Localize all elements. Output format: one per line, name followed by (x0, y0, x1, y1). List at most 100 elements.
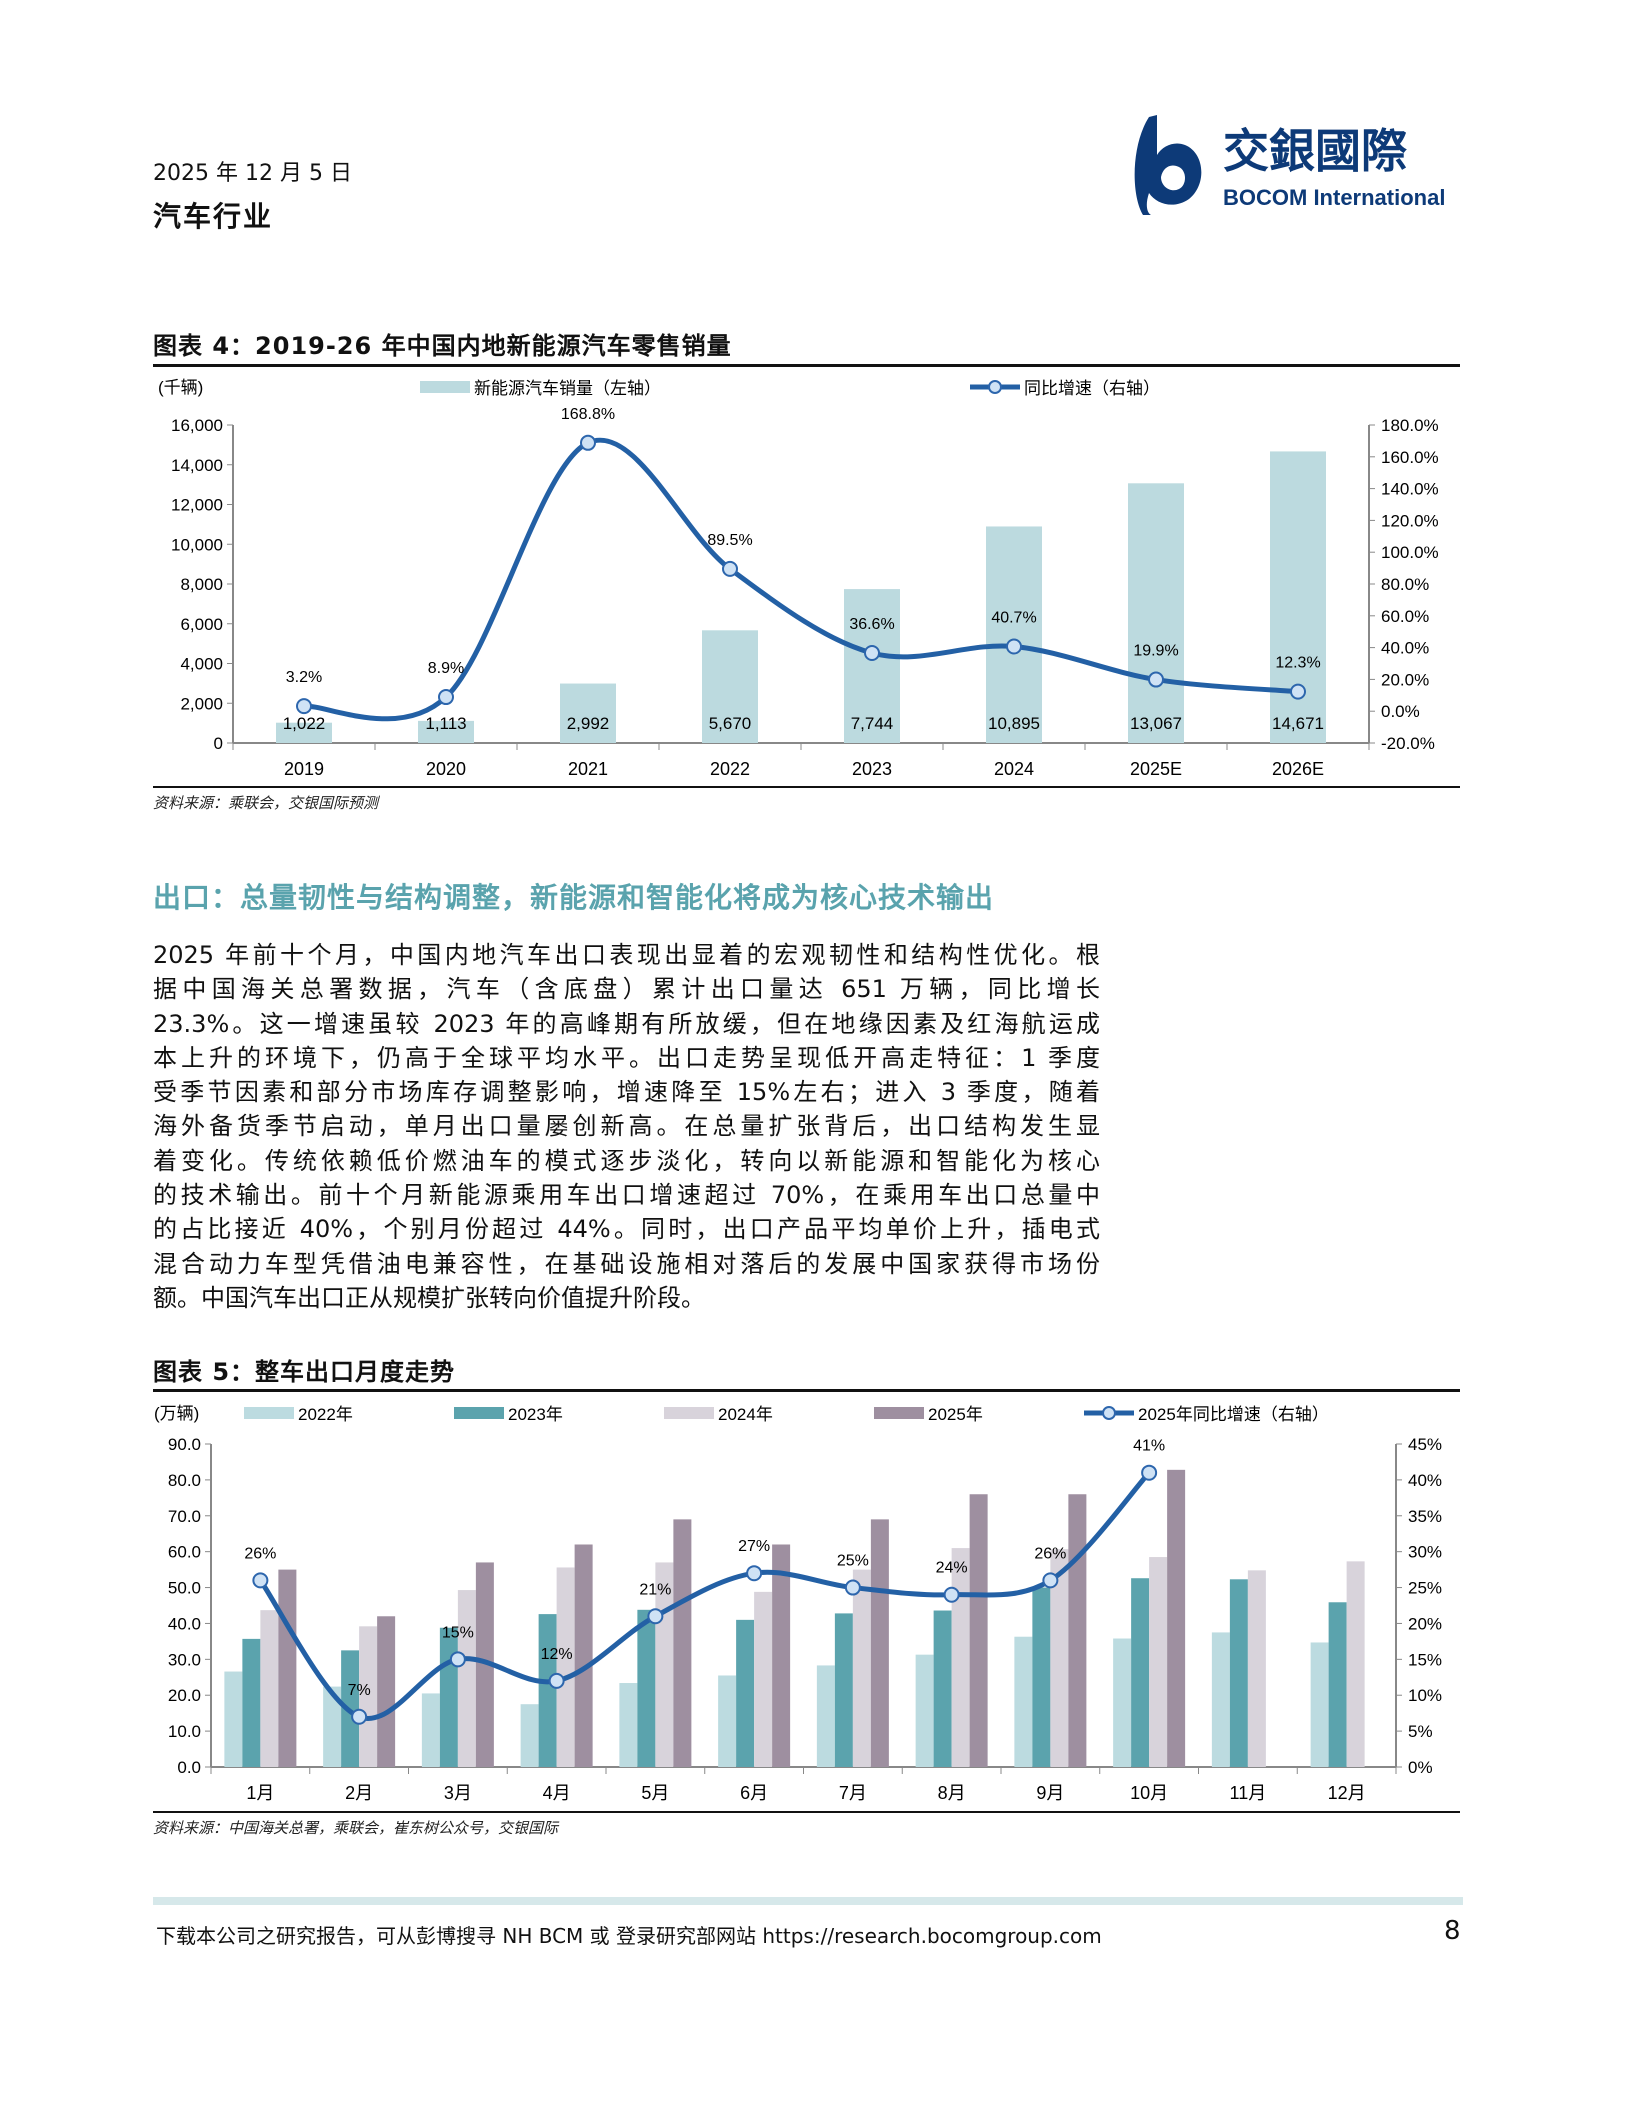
paragraph-line: 受季节因素和部分市场库存调整影响，增速降至 15%左右；进入 3 季度，随着 (153, 1078, 1100, 1107)
bar-2024年 (754, 1591, 773, 1767)
growth-line (258, 1471, 1151, 1721)
bar-2025年 (969, 1494, 988, 1767)
left-tick-label: 10.0 (168, 1722, 201, 1741)
bar-value-label: 10,895 (988, 714, 1040, 733)
growth-point (438, 689, 454, 706)
left-tick-label: 12,000 (171, 496, 223, 515)
paragraph-line: 的占比接近 40%，个别月份超过 44%。同时，出口产品平均单价上升，插电式 (153, 1215, 1100, 1244)
bar-2023年 (736, 1619, 755, 1767)
bar-2025年 (870, 1519, 889, 1767)
paragraph-line: 混合动力车型凭借油电兼容性，在基础设施相对落后的发展中国家获得市场份 (153, 1249, 1100, 1278)
growth-point (1141, 1464, 1158, 1481)
left-tick-label: 10,000 (171, 535, 223, 554)
legend-label: 2025年同比增速（右轴） (1138, 1405, 1329, 1424)
x-tick-label: 2023 (852, 759, 892, 779)
growth-point (351, 1708, 368, 1725)
growth-label: 40.7% (991, 609, 1036, 626)
x-tick-label: 2026E (1272, 759, 1324, 779)
report-date: 2025 年 12 月 5 日 (153, 161, 352, 186)
growth-label: 24% (936, 1560, 968, 1577)
x-tick-label: 2月 (345, 1783, 373, 1803)
unit-label: (万辆) (154, 1404, 199, 1423)
bar-value-label: 1,022 (283, 714, 326, 733)
bar-2025年 (1167, 1469, 1186, 1767)
paragraph-line: 本上升的环境下，仍高于全球平均水平。出口走势呈现低开高走特征：1 季度 (153, 1043, 1100, 1072)
x-tick-label: 1月 (246, 1783, 274, 1803)
bar-value-label: 1,113 (425, 714, 466, 733)
right-tick-label: 100.0% (1381, 543, 1439, 562)
x-tick-label: 2019 (284, 759, 324, 779)
logo-en: BOCOM International (1223, 185, 1445, 210)
bar-2025年 (673, 1519, 692, 1767)
growth-point (1006, 638, 1022, 655)
left-tick-label: 60.0 (168, 1543, 201, 1562)
legend-swatch (664, 1407, 714, 1419)
bar-2023年 (1328, 1602, 1347, 1767)
right-tick-label: 45% (1408, 1435, 1442, 1454)
growth-point (296, 698, 312, 715)
x-tick-label: 3月 (444, 1783, 472, 1803)
nev-sales-chart: 0 2,000 4,000 6,000 8,000 10,000 12,000 14,000 1… (158, 378, 1439, 779)
footer-band (153, 1897, 1463, 1905)
right-tick-label: 20% (1408, 1614, 1442, 1633)
x-tick-label: 12月 (1328, 1783, 1366, 1803)
left-tick-label: 16,000 (171, 416, 223, 435)
bar-2024年 (1149, 1557, 1168, 1767)
left-tick-label: 90.0 (168, 1435, 201, 1454)
bar-2025年 (475, 1562, 494, 1767)
growth-label: 19.9% (1133, 643, 1178, 660)
bar-2022年 (1014, 1636, 1033, 1767)
right-tick-label: 160.0% (1381, 448, 1439, 467)
legend-marker (1102, 1406, 1116, 1420)
bar-2024年 (457, 1590, 476, 1767)
bar-新能源汽车销量（左轴） (560, 683, 616, 743)
right-tick-label: 180.0% (1381, 416, 1439, 435)
bar-2024年 (1050, 1549, 1069, 1767)
x-tick-label: 2025E (1130, 759, 1182, 779)
monthly-export-chart: 0.0 10.0 20.0 30.0 40.0 50.0 60.0 70.0 80.0 90.0 0… (154, 1404, 1442, 1803)
logo-cn: 交銀國際 (1223, 125, 1407, 177)
bar-value-label: 5,670 (709, 714, 752, 733)
unit-label: (千辆) (158, 378, 203, 397)
growth-label: 26% (1034, 1545, 1066, 1562)
left-tick-label: 8,000 (180, 575, 223, 594)
right-tick-label: 15% (1408, 1650, 1442, 1669)
bar-2022年 (421, 1693, 440, 1767)
right-tick-label: 30% (1408, 1543, 1442, 1562)
growth-point (449, 1651, 466, 1668)
bar-新能源汽车销量（左轴） (702, 630, 758, 743)
left-tick-label: 80.0 (168, 1471, 201, 1490)
left-tick-label: 0.0 (177, 1758, 201, 1777)
bar-新能源汽车销量（左轴） (1128, 483, 1184, 743)
growth-label: 12.3% (1275, 655, 1320, 672)
left-tick-label: 14,000 (171, 456, 223, 475)
bar-2023年 (834, 1613, 853, 1767)
right-tick-label: 10% (1408, 1686, 1442, 1705)
paragraph-line: 海外备货季节启动，单月出口量屡创新高。在总量扩张背后，出口结构发生显 (153, 1112, 1100, 1141)
growth-point (1042, 1572, 1059, 1589)
bar-2022年 (915, 1654, 934, 1767)
growth-point (844, 1579, 861, 1596)
x-tick-label: 6月 (740, 1783, 768, 1803)
growth-point (864, 645, 880, 662)
x-tick-label: 2021 (568, 759, 608, 779)
growth-label: 25% (837, 1553, 869, 1570)
left-tick-label: 2,000 (180, 694, 223, 713)
legend-swatch (874, 1407, 924, 1419)
bar-value-label: 7,744 (851, 714, 894, 733)
paragraph-line: 2025 年前十个月，中国内地汽车出口表现出显着的宏观韧性和结构性优化。根 (153, 941, 1100, 969)
right-tick-label: 25% (1408, 1579, 1442, 1598)
right-tick-label: 20.0% (1381, 670, 1429, 689)
figure5-bottom-rule (153, 1811, 1460, 1813)
page-number: 8 (1444, 1916, 1461, 1946)
right-tick-label: 40% (1408, 1471, 1442, 1490)
growth-label: 15% (442, 1624, 474, 1641)
bar-新能源汽车销量（左轴） (276, 722, 332, 743)
bar-value-label: 14,671 (1272, 714, 1324, 733)
bar-2025年 (278, 1569, 297, 1767)
x-tick-label: 2020 (426, 759, 466, 779)
growth-point (746, 1565, 763, 1582)
growth-point (548, 1672, 565, 1689)
x-tick-label: 7月 (839, 1783, 867, 1803)
right-tick-label: 5% (1408, 1722, 1433, 1741)
